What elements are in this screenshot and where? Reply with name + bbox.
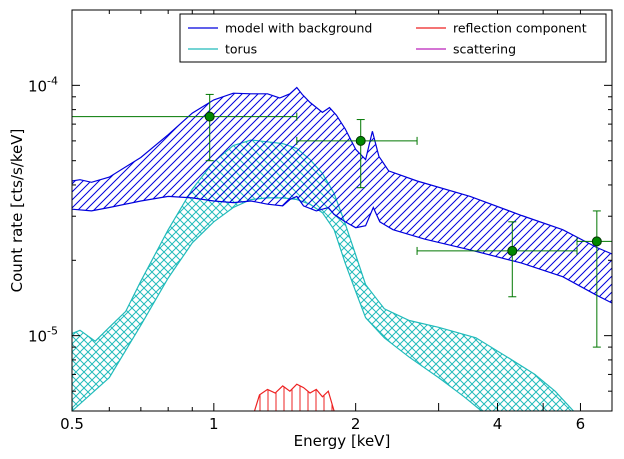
data-marker (204, 111, 215, 122)
model-with-background-band-fill (72, 87, 612, 303)
plot-content (72, 86, 612, 411)
reflection-component-line (253, 383, 335, 411)
y-axis-label: Count rate [cts/s/keV] (8, 129, 26, 293)
plot-frame (71, 9, 613, 412)
torus-band-fill (72, 140, 574, 411)
x-tick-label: 6 (576, 415, 586, 433)
model-with-background-lower-line (72, 195, 612, 304)
axis-ticks (71, 10, 613, 411)
x-tick-label: 0.5 (60, 415, 84, 433)
x-tick-label: 1 (209, 415, 219, 433)
x-axis-label: Energy [keV] (294, 432, 391, 450)
data-marker (355, 135, 366, 146)
legend-label: scattering (453, 42, 516, 57)
y-tick-label: 10-4 (28, 74, 58, 95)
legend-label: torus (225, 42, 257, 57)
reflection-component-fill (254, 384, 335, 411)
data-marker (507, 245, 518, 256)
legend-box (179, 13, 607, 63)
legend-label: reflection component (453, 21, 587, 36)
data-point-0 (72, 93, 298, 162)
axis-tick-labels: 0.5 1 2 4 6 10-4 10-5 (28, 74, 585, 433)
data-point-1 (296, 119, 418, 189)
y-tick-label: 10-5 (28, 325, 58, 346)
x-tick-label: 2 (351, 415, 361, 433)
legend: model with background reflection componen… (179, 13, 607, 63)
x-tick-label: 4 (493, 415, 503, 433)
data-marker (591, 236, 602, 247)
legend-label: model with background (225, 21, 372, 36)
data-point-3 (576, 210, 612, 348)
model-with-background-upper-line (72, 86, 612, 255)
data-point-2 (416, 221, 578, 298)
